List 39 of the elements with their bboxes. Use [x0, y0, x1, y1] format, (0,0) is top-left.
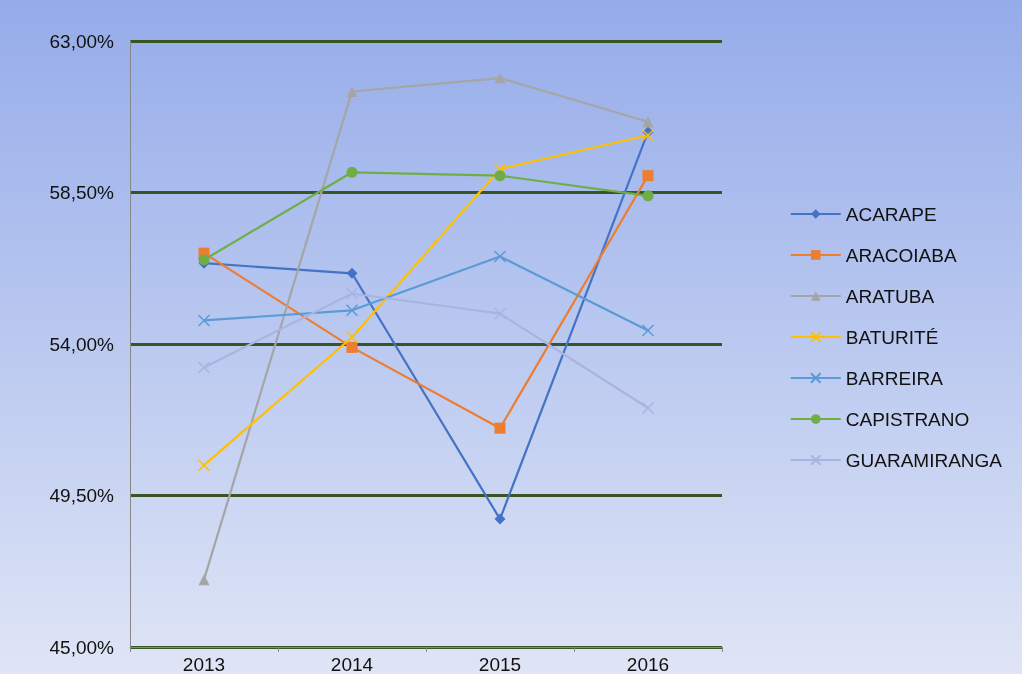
point: [345, 304, 359, 317]
x-tick-label: 2014: [330, 654, 374, 674]
legend-label: ARACOIABA: [845, 244, 957, 266]
point: [197, 458, 211, 472]
x-tick-label: 2016: [626, 654, 670, 674]
point: [198, 574, 210, 586]
legend-label: BARREIRA: [845, 367, 944, 389]
point: [346, 267, 358, 279]
point: [642, 170, 654, 182]
x-tick-label: 2013: [182, 654, 226, 674]
y-tick-label: 58,50%: [49, 182, 115, 203]
legend-label: ACARAPE: [845, 203, 937, 225]
point: [642, 116, 654, 128]
point: [493, 250, 507, 263]
point: [494, 72, 506, 84]
point: [642, 190, 654, 202]
point: [641, 324, 655, 337]
point: [346, 341, 358, 353]
point: [494, 513, 506, 525]
point: [345, 331, 359, 344]
y-tick-label: 63,00%: [49, 30, 115, 52]
point: [345, 287, 359, 300]
point: [494, 170, 506, 182]
y-tick-label: 45,00%: [49, 636, 115, 658]
legend-label: BATURITÉ: [845, 326, 939, 348]
point: [197, 314, 211, 327]
x-tick-label: 2015: [478, 654, 522, 674]
y-tick-label: 54,00%: [49, 333, 115, 355]
legend-label: CAPISTRANO: [845, 408, 970, 430]
point: [346, 86, 358, 97]
legend-label: ARATUBA: [845, 285, 935, 307]
y-tick-label: 49,50%: [49, 485, 115, 506]
legend-label: GUARAMIRANGA: [845, 449, 1003, 471]
point: [641, 129, 655, 142]
point: [493, 162, 507, 176]
point: [494, 422, 506, 434]
point: [641, 401, 655, 415]
point: [346, 166, 358, 178]
point: [197, 361, 211, 374]
